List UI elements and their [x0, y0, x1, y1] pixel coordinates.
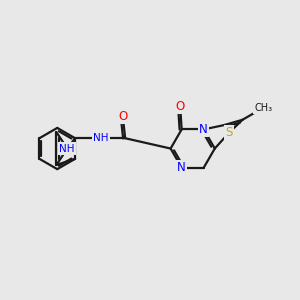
Text: CH₃: CH₃: [254, 103, 272, 113]
Text: O: O: [118, 110, 128, 123]
Text: N: N: [200, 123, 208, 136]
Text: NH: NH: [59, 143, 75, 154]
Text: S: S: [225, 126, 232, 140]
Text: N: N: [177, 161, 186, 174]
Text: NH: NH: [93, 133, 109, 143]
Text: O: O: [176, 100, 185, 113]
